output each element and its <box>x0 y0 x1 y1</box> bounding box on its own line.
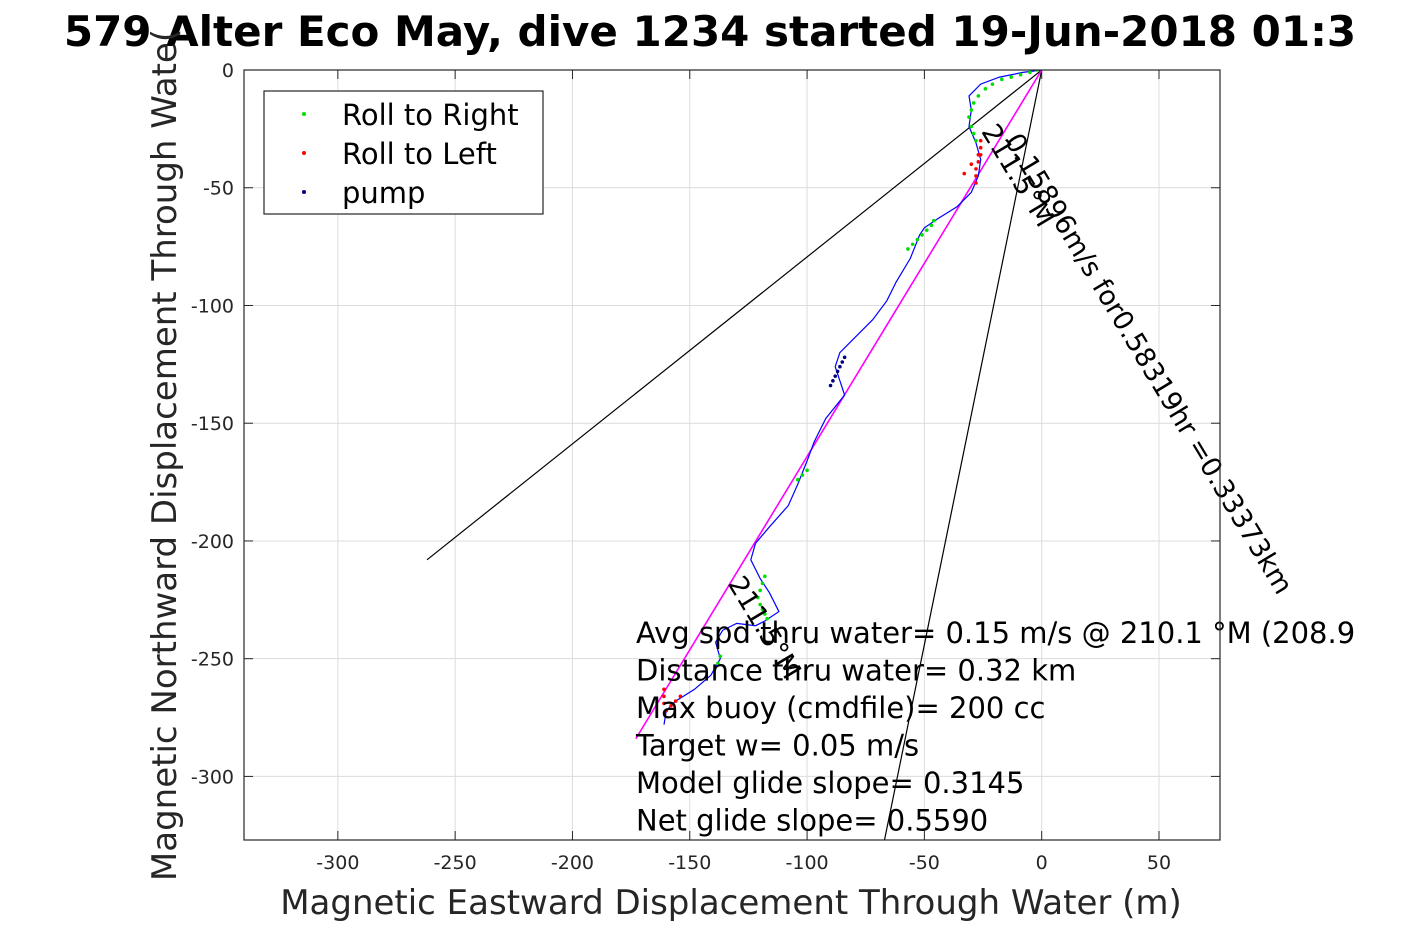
roll-right-point <box>756 595 760 600</box>
roll-right-point <box>718 654 723 659</box>
roll-left-point <box>974 181 978 185</box>
roll-right-point <box>915 237 920 242</box>
current-line <box>883 70 1043 840</box>
pump-point <box>833 374 838 378</box>
roll-right-point <box>924 228 929 232</box>
x-tick-label: -150 <box>668 852 711 874</box>
x-axis-label: Magnetic Eastward Displacement Through W… <box>280 883 1182 923</box>
legend-box <box>263 90 544 215</box>
roll-right-point <box>920 233 924 237</box>
roll-left-point <box>969 162 974 166</box>
roll-right-point <box>1028 70 1032 75</box>
roll-left-point <box>664 708 669 713</box>
roll-right-point <box>760 607 765 612</box>
track-line <box>663 70 1042 725</box>
roll-left-point <box>669 703 673 708</box>
roll-right-point <box>716 661 720 666</box>
y-axis-label: Magnetic Northward Displacement Through … <box>145 29 185 881</box>
roll-left-point <box>662 687 666 692</box>
plot-series-group <box>426 70 1043 840</box>
roll-right-point <box>763 574 767 579</box>
y-tick-label: -150 <box>191 413 234 435</box>
pump-point <box>840 360 845 364</box>
roll-right-point <box>760 581 765 586</box>
axes-box <box>243 69 1221 841</box>
legend-marker <box>302 190 306 194</box>
roll-right-point <box>805 468 809 473</box>
roll-left-point <box>962 171 967 176</box>
y-tick-label: -200 <box>191 531 234 553</box>
pump-point <box>842 355 847 360</box>
x-tick-label: -100 <box>786 852 829 874</box>
roll-right-point <box>763 612 767 616</box>
roll-left-point <box>978 138 983 143</box>
y-tick-label: -250 <box>191 649 234 671</box>
annotation-line: Distance thru water= 0.32 km <box>636 654 1076 688</box>
pump-point <box>831 379 835 383</box>
roll-right-point <box>969 124 974 129</box>
legend-marker <box>302 112 306 116</box>
roll-right-point <box>971 131 976 136</box>
x-tick-label: -300 <box>316 852 359 874</box>
roll-left-point <box>978 145 983 150</box>
annotation-line: Net glide slope= 0.5590 <box>636 804 988 838</box>
roll-right-point <box>910 242 915 247</box>
annotation-line: Model glide slope= 0.3145 <box>636 766 1024 800</box>
roll-right-point <box>990 82 995 86</box>
plot-area: -300 -250 -200 -150 -100 -50 0 50 0 -50 -100 -150 -2… <box>191 60 1355 874</box>
roll-right-point <box>906 247 910 251</box>
roll-right-point <box>765 616 769 621</box>
roll-right-point <box>929 223 934 228</box>
roll-left-point <box>662 701 666 706</box>
pump-point <box>838 364 842 369</box>
roll-right-point <box>976 94 981 98</box>
x-tick-label: -200 <box>551 852 594 874</box>
annotation-line: Avg spd thru water= 0.15 m/s @ 210.1 °M … <box>636 616 1355 650</box>
roll-right-point <box>931 218 936 223</box>
y-tick-label: 0 <box>222 60 234 82</box>
roll-right-point <box>971 101 976 105</box>
legend-label: pump <box>342 176 425 210</box>
roll-right-point <box>1009 75 1013 79</box>
pump-point <box>835 369 840 374</box>
roll-right-point <box>967 115 971 119</box>
x-tick-label: -250 <box>434 852 477 874</box>
roll-right-point <box>1018 72 1023 77</box>
annotation-line: Max buoy (cmdfile)= 200 cc <box>636 691 1045 725</box>
chart-title: 579 Alter Eco May, dive 1234 started 19-… <box>64 7 1356 56</box>
roll-right-point <box>795 477 800 482</box>
roll-left-point <box>978 152 983 157</box>
roll-right-point <box>800 473 805 477</box>
legend-marker <box>302 151 306 155</box>
roll-left-point <box>673 699 678 703</box>
legend-label: Roll to Right <box>342 98 519 132</box>
roll-left-point <box>974 167 978 171</box>
x-tick-label: 50 <box>1147 852 1171 874</box>
roll-left-point <box>976 160 981 164</box>
roll-right-point <box>983 87 988 91</box>
roll-right-point <box>974 138 978 143</box>
roll-right-point <box>969 108 974 112</box>
pump-point <box>828 383 833 388</box>
y-tick-label: -300 <box>191 766 234 788</box>
y-tick-label: -100 <box>191 295 234 317</box>
legend-label: Roll to Left <box>342 137 497 171</box>
roll-left-point <box>678 694 683 699</box>
roll-left-point <box>662 694 666 699</box>
roll-right-point <box>758 588 762 593</box>
net-displacement-line <box>635 70 1043 740</box>
roll-right-point <box>1000 77 1004 82</box>
roll-left-point <box>974 174 978 178</box>
x-tick-label: 0 <box>1036 852 1048 874</box>
current-line <box>426 70 1043 561</box>
annotation-line: Target w= 0.05 m/s <box>635 729 919 763</box>
y-tick-label: -50 <box>203 178 234 200</box>
roll-right-point <box>758 602 762 607</box>
x-tick-label: -50 <box>909 852 940 874</box>
